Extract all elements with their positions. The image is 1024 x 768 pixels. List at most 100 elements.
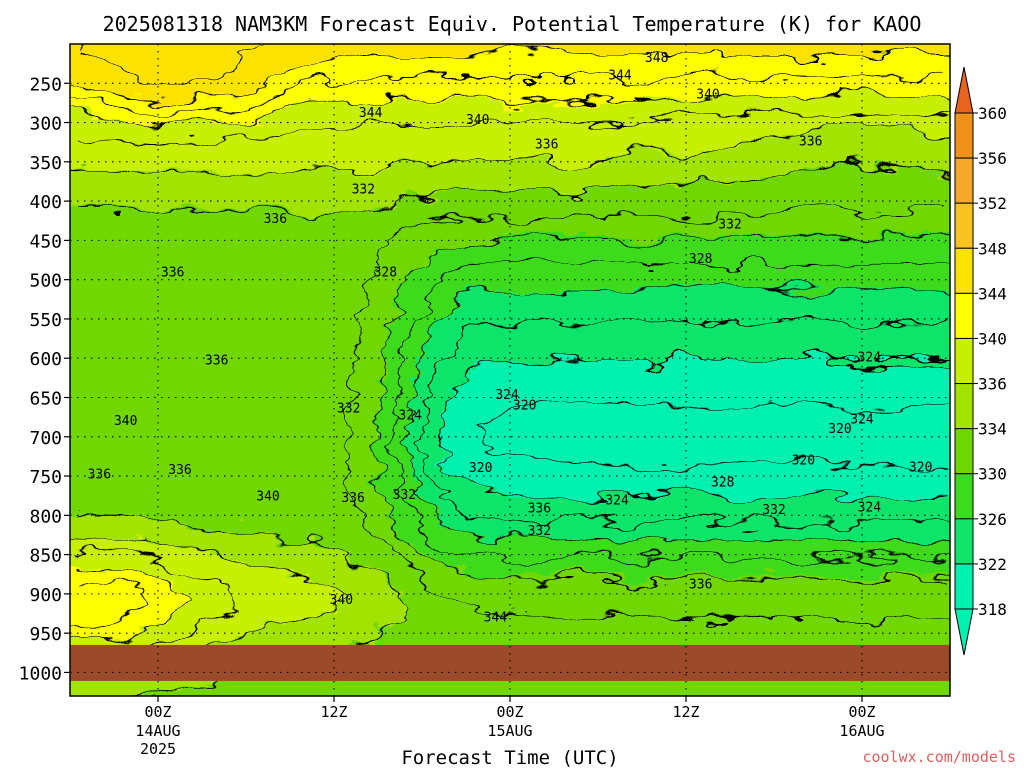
plot-area: 348 344 340 344 340 336 336 332 332 336 328 336 328 3… xyxy=(70,44,950,696)
x-tick-label: 00Z xyxy=(496,703,523,721)
contour-label: 324 xyxy=(858,500,882,515)
colorbar-label: 360 xyxy=(978,104,1007,123)
contour-label: 332 xyxy=(393,488,416,503)
x-tick-label: 00Z xyxy=(848,703,875,721)
chart-title: 2025081318 NAM3KM Forecast Equiv. Potent… xyxy=(103,12,922,36)
contour-label: 336 xyxy=(689,577,712,592)
y-tick-label: 400 xyxy=(29,192,62,213)
y-tick-label: 950 xyxy=(29,624,62,645)
contour-label: 320 xyxy=(828,422,851,437)
x-tick-date: 14AUG xyxy=(135,722,180,740)
x-tick-date: 16AUG xyxy=(839,722,884,740)
x-tick-label: 12Z xyxy=(672,703,699,721)
colorbar-swatch xyxy=(954,383,974,430)
colorbar-arrow-bottom xyxy=(954,608,974,656)
y-tick-label: 900 xyxy=(29,585,62,606)
contour-label: 336 xyxy=(341,491,364,506)
colorbar-label: 322 xyxy=(978,555,1007,574)
colorbar-swatch xyxy=(954,428,974,475)
colorbar-label: 352 xyxy=(978,194,1007,213)
colorbar-swatch xyxy=(954,518,974,565)
contour-label: 320 xyxy=(792,453,815,468)
colorbar-label: 330 xyxy=(978,465,1007,484)
contour-label: 348 xyxy=(645,51,668,66)
y-tick-label: 450 xyxy=(29,231,62,252)
contour-labels: 348 344 340 344 340 336 336 332 332 336 328 336 328 3… xyxy=(88,51,933,625)
contour-label: 344 xyxy=(608,68,632,83)
contour-label: 340 xyxy=(330,593,353,608)
x-tick-label: 12Z xyxy=(320,703,347,721)
colorbar-label: 334 xyxy=(978,420,1007,439)
colorbar-label: 344 xyxy=(978,284,1007,303)
y-tick-label: 500 xyxy=(29,271,62,292)
contour-label: 340 xyxy=(696,87,719,102)
contour-label: 328 xyxy=(689,252,712,267)
y-tick-label: 750 xyxy=(29,467,62,488)
y-tick-label: 1000 xyxy=(19,663,62,684)
y-tick-label: 550 xyxy=(29,310,62,331)
contour-label: 332 xyxy=(528,524,551,539)
contour-label: 336 xyxy=(88,467,111,482)
colorbar-swatch xyxy=(954,112,974,159)
contour-label: 344 xyxy=(359,106,383,121)
y-tick-label: 350 xyxy=(29,153,62,174)
colorbar-label: 318 xyxy=(978,600,1007,619)
colorbar-swatch xyxy=(954,247,974,294)
colorbar-label: 356 xyxy=(978,149,1007,168)
x-tick-label: 00Z xyxy=(144,703,171,721)
contour-label: 324 xyxy=(495,388,519,403)
contour-label: 332 xyxy=(718,218,741,233)
colorbar-swatch xyxy=(954,202,974,249)
contour-label: 336 xyxy=(535,138,558,153)
colorbar-label: 326 xyxy=(978,510,1007,529)
credit-text: coolwx.com/models xyxy=(862,748,1016,766)
colorbar-swatch xyxy=(954,337,974,385)
contour-label: 336 xyxy=(205,354,228,369)
y-tick-label: 700 xyxy=(29,428,62,449)
colorbar-swatch xyxy=(954,473,974,520)
contour-label: 344 xyxy=(484,610,508,625)
colorbar-swatch xyxy=(954,157,974,204)
y-tick-label: 800 xyxy=(29,506,62,527)
contour-label: 320 xyxy=(909,460,932,475)
y-axis: 250 300 350 400 450 500 550 600 650 700 750 800 850 9… xyxy=(19,74,70,684)
contour-label: 340 xyxy=(114,414,137,429)
colorbar-label: 336 xyxy=(978,375,1007,394)
contour-label: 332 xyxy=(762,503,785,518)
contour-label: 332 xyxy=(337,401,360,416)
colorbar: 360 356 352 348 344 340 336 334 330 326 322 318 xyxy=(954,66,1007,656)
contour-label: 340 xyxy=(466,113,489,128)
contour-label: 336 xyxy=(168,463,191,478)
contour-lines xyxy=(70,44,950,696)
contour-label: 336 xyxy=(799,134,822,149)
colorbar-swatch xyxy=(954,563,974,610)
contour-label: 320 xyxy=(513,398,536,413)
y-tick-label: 250 xyxy=(29,74,62,95)
y-tick-label: 300 xyxy=(29,114,62,135)
contour-label: 320 xyxy=(469,461,492,476)
contour-label: 328 xyxy=(374,266,397,281)
contour-label: 332 xyxy=(352,182,375,197)
contour-label: 336 xyxy=(528,501,551,516)
x-tick-year: 2025 xyxy=(140,740,176,758)
ground-below-surface xyxy=(70,644,950,681)
contour-label: 324 xyxy=(850,412,874,427)
contour-label: 340 xyxy=(256,489,279,504)
x-tick-date: 15AUG xyxy=(487,722,532,740)
colorbar-label: 348 xyxy=(978,239,1007,258)
contour-label: 336 xyxy=(264,212,287,227)
y-tick-label: 850 xyxy=(29,546,62,567)
y-tick-label: 650 xyxy=(29,388,62,409)
contour-label: 324 xyxy=(858,350,882,365)
contour-label: 336 xyxy=(161,266,184,281)
contour-label: 324 xyxy=(605,493,629,508)
colorbar-label: 340 xyxy=(978,329,1007,348)
colorbar-arrow-top xyxy=(954,66,974,114)
contour-label: 324 xyxy=(399,409,423,424)
contour-label: 328 xyxy=(711,475,734,490)
y-tick-label: 600 xyxy=(29,349,62,370)
colorbar-swatch xyxy=(954,292,974,339)
x-axis-label: Forecast Time (UTC) xyxy=(401,747,618,768)
